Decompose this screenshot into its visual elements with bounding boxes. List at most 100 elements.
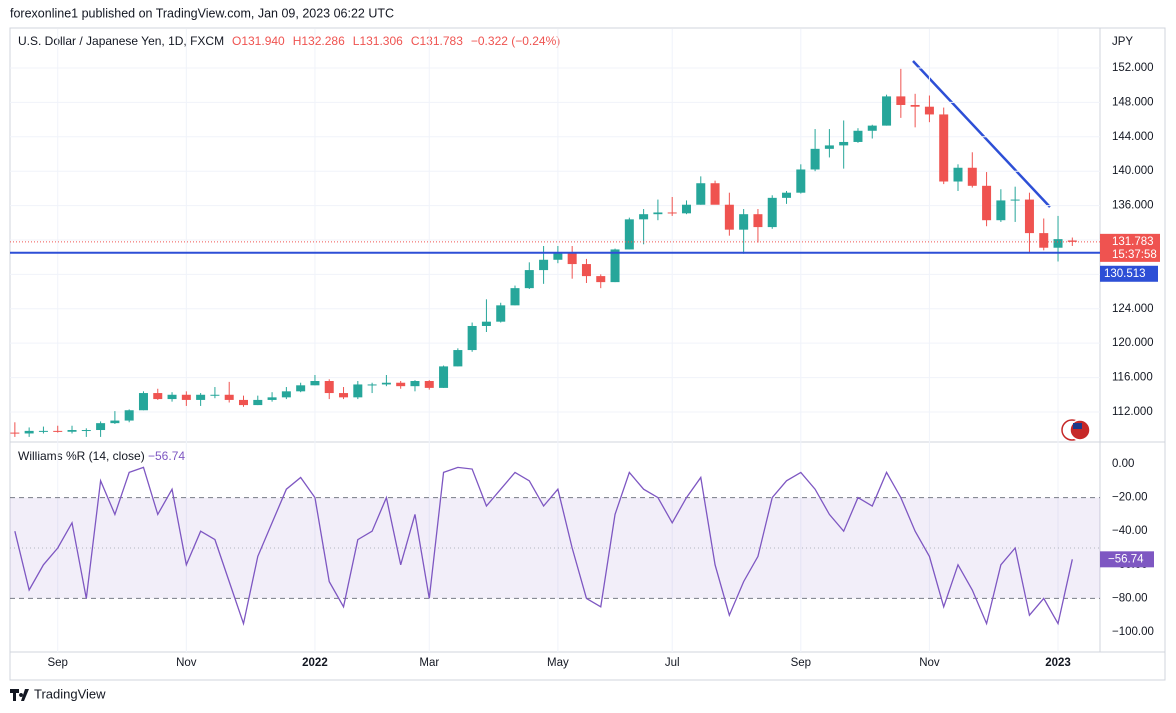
- last-price: 131.783: [1112, 236, 1154, 248]
- y-tick-label: 152.000: [1112, 62, 1154, 74]
- candle-body: [867, 125, 877, 131]
- candle-body: [481, 321, 491, 326]
- y-tick-label: 116.000: [1112, 372, 1153, 384]
- candle-body: [810, 148, 820, 170]
- candle-body: [367, 384, 377, 386]
- trendline: [912, 60, 1051, 208]
- candle-body: [238, 399, 248, 406]
- candle-body: [939, 114, 949, 182]
- x-tick-label: Nov: [919, 657, 940, 669]
- candle-body: [510, 288, 520, 306]
- candle-body: [796, 169, 806, 193]
- candle-body: [667, 212, 677, 214]
- y-tick-label: 0.00: [1112, 458, 1134, 470]
- candle-body: [196, 394, 206, 400]
- candle-body: [553, 252, 563, 260]
- candle-body: [739, 214, 749, 230]
- y-tick-label: −80.00: [1112, 592, 1148, 604]
- hline-price: 130.513: [1104, 268, 1146, 280]
- candle-body: [681, 204, 691, 214]
- candle-body: [38, 430, 48, 432]
- candle-body: [882, 96, 892, 126]
- candle-body: [910, 104, 920, 107]
- candle-body: [267, 397, 277, 400]
- candle-body: [753, 214, 763, 228]
- candle-body: [167, 394, 177, 400]
- candle-body: [138, 393, 148, 411]
- indicator-value-box: [1100, 551, 1154, 568]
- ohlc-legend: O131.940: [232, 34, 285, 48]
- x-tick-label: Jul: [665, 657, 680, 669]
- candle-body: [696, 183, 706, 205]
- candle-body: [153, 393, 163, 400]
- y-tick-label: −20.00: [1112, 492, 1148, 504]
- candle-body: [1039, 233, 1049, 248]
- x-tick-label: May: [547, 657, 569, 669]
- candle-body: [253, 399, 263, 406]
- candle-body: [524, 270, 534, 289]
- y-tick-label: 148.000: [1112, 96, 1154, 108]
- x-tick-label: 2022: [302, 657, 328, 669]
- candle-body: [181, 394, 191, 400]
- candle-body: [96, 423, 106, 431]
- candle-body: [396, 382, 406, 387]
- currency: JPY: [1112, 36, 1133, 48]
- last-price-box: [1100, 233, 1160, 262]
- candle-body: [424, 381, 434, 388]
- candle-body: [324, 381, 334, 394]
- x-tick-label: Mar: [419, 657, 439, 669]
- candle-body: [10, 432, 20, 434]
- symbol-title: U.S. Dollar / Japanese Yen, 1D, FXCM: [18, 34, 224, 48]
- chart-frame: [9, 27, 1166, 681]
- y-tick-label: −40.00: [1112, 525, 1148, 537]
- candle-body: [967, 167, 977, 186]
- candle-body: [439, 366, 449, 388]
- candle-body: [453, 350, 463, 367]
- candle-body: [110, 420, 120, 424]
- candle-body: [210, 394, 220, 396]
- x-tick-label: Sep: [47, 657, 67, 669]
- candle-body: [381, 382, 391, 385]
- candle-body: [410, 381, 420, 387]
- candle-body: [124, 410, 134, 421]
- candle-body: [224, 394, 234, 400]
- y-tick-label: 136.000: [1112, 200, 1154, 212]
- hline-price-box: [1100, 265, 1158, 282]
- x-tick-label: 2023: [1045, 657, 1071, 669]
- candle-body: [896, 96, 906, 105]
- candle-body: [1067, 240, 1077, 242]
- ohlc-legend: −0.322 (−0.24%): [471, 34, 560, 48]
- indicator-title: Williams %R (14, close): [18, 449, 145, 463]
- candle-body: [339, 393, 349, 398]
- y-tick-label: 120.000: [1112, 337, 1154, 349]
- candle-body: [724, 204, 734, 230]
- ohlc-legend: H132.286: [293, 34, 345, 48]
- candle-body: [281, 391, 291, 398]
- candle-body: [24, 430, 34, 434]
- candle-body: [581, 264, 591, 277]
- candle-body: [824, 145, 834, 149]
- candle-body: [839, 141, 849, 146]
- candle-body: [67, 430, 77, 432]
- y-tick-label: −100.00: [1112, 626, 1154, 638]
- currency-icon: [1061, 419, 1091, 441]
- y-tick-label: 140.000: [1112, 165, 1154, 177]
- y-tick-label: 144.000: [1112, 131, 1154, 143]
- candle-body: [982, 185, 992, 221]
- candle-body: [710, 183, 720, 205]
- candle-body: [996, 200, 1006, 221]
- brand: [10, 689, 29, 701]
- countdown: 15:37:58: [1112, 249, 1157, 261]
- brand-name: TradingView: [34, 686, 106, 701]
- x-tick-label: Sep: [791, 657, 811, 669]
- candle-body: [610, 249, 620, 283]
- candle-body: [1024, 199, 1034, 234]
- ohlc-legend: L131.306: [353, 34, 403, 48]
- indicator-line: [14, 466, 1073, 627]
- x-tick-label: Nov: [176, 657, 197, 669]
- candle-body: [639, 214, 649, 220]
- candle-body: [296, 385, 306, 392]
- indicator-legend-value: −56.74: [148, 449, 185, 463]
- candle-body: [567, 252, 577, 265]
